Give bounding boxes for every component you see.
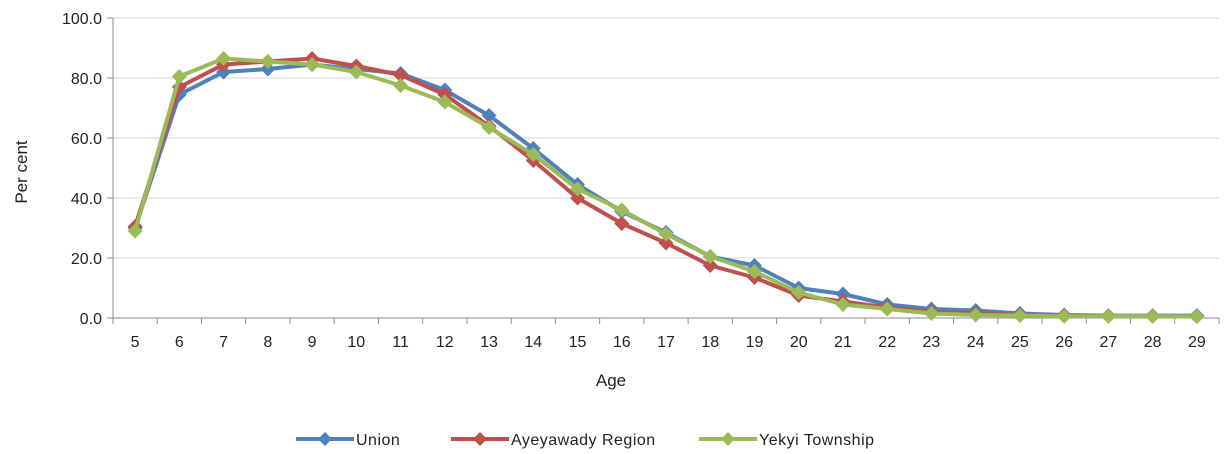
data-point <box>614 202 630 218</box>
legend-marker <box>318 432 332 446</box>
data-point <box>923 306 939 321</box>
y-tick-label: 0.0 <box>80 311 102 328</box>
x-tick-label: 15 <box>569 334 587 351</box>
legend-item: Yekyi Township <box>699 432 875 449</box>
x-tick-label: 12 <box>436 334 454 351</box>
data-point <box>437 94 453 110</box>
series-ayeyawady-region <box>127 51 1205 324</box>
x-tick-label: 21 <box>834 334 852 351</box>
legend-marker <box>473 432 487 446</box>
data-point <box>968 307 984 323</box>
data-point <box>1056 308 1072 324</box>
y-tick-labels: 0.0 20.0 40.0 60.0 80.0 100.0 <box>62 11 102 328</box>
data-point <box>525 147 541 162</box>
data-point <box>879 301 895 317</box>
x-tick-label: 28 <box>1144 334 1162 351</box>
data-point <box>393 78 409 93</box>
y-axis-title: Per cent <box>12 140 31 204</box>
x-tick-label: 17 <box>657 334 675 351</box>
x-tick-label: 5 <box>131 334 140 351</box>
data-point <box>304 57 320 72</box>
x-tick-label: 24 <box>967 334 985 351</box>
legend: Union Ayeyawady Region Yekyi Township <box>296 432 875 449</box>
data-point <box>481 120 497 135</box>
data-point <box>791 285 807 300</box>
y-tick-label: 40.0 <box>71 191 102 208</box>
data-point <box>216 51 232 66</box>
data-point <box>702 258 718 273</box>
legend-item: Ayeyawady Region <box>451 432 656 449</box>
data-point <box>1100 308 1116 324</box>
data-point <box>127 223 143 239</box>
x-tick-label: 22 <box>878 334 896 351</box>
data-point <box>393 67 409 83</box>
data-point <box>1145 308 1161 324</box>
series-line <box>133 56 1199 319</box>
x-tick-label: 7 <box>219 334 228 351</box>
data-point <box>1189 309 1205 324</box>
series-union <box>127 57 1205 324</box>
x-tick-label: 13 <box>480 334 498 351</box>
legend-marker <box>721 432 735 446</box>
gridlines <box>113 17 1219 259</box>
x-tick-label: 20 <box>790 334 808 351</box>
data-point <box>658 226 674 242</box>
series-line <box>133 56 1199 319</box>
x-tick-label: 19 <box>746 334 764 351</box>
x-tick-label: 26 <box>1055 334 1073 351</box>
series-lines <box>127 51 1205 324</box>
x-tick-label: 14 <box>524 334 542 351</box>
x-tick-label: 23 <box>923 334 941 351</box>
y-tick-label: 60.0 <box>71 131 102 148</box>
data-point <box>171 69 187 84</box>
y-tick-label: 100.0 <box>62 11 102 28</box>
x-axis-title: Age <box>596 371 626 390</box>
legend-label: Yekyi Township <box>759 432 875 449</box>
series-line <box>133 62 1199 318</box>
data-point <box>481 108 497 123</box>
x-tick-label: 8 <box>263 334 272 351</box>
legend-item: Union <box>296 432 400 449</box>
data-point <box>658 235 674 251</box>
x-tick-label: 10 <box>347 334 365 351</box>
data-point <box>570 190 586 206</box>
data-point <box>348 64 364 80</box>
x-tick-label: 6 <box>175 334 184 351</box>
y-tick-label: 20.0 <box>71 251 102 268</box>
data-point <box>614 216 630 231</box>
legend-label: Ayeyawady Region <box>511 432 656 449</box>
data-point <box>702 249 718 264</box>
data-point <box>570 181 586 197</box>
x-tick-label: 25 <box>1011 334 1029 351</box>
data-point <box>835 297 851 312</box>
data-point <box>260 54 276 69</box>
x-tick-label: 9 <box>308 334 317 351</box>
x-tick-label: 11 <box>392 334 409 351</box>
data-point <box>746 264 762 279</box>
data-point <box>1012 308 1028 324</box>
series-yekyi-township <box>127 51 1205 324</box>
x-tick-label: 18 <box>701 334 719 351</box>
legend-label: Union <box>356 432 400 449</box>
x-tick-labels: 5 6 7 8 9 10 11 12 13 14 15 16 17 18 19 20 21 22 23 24 25 26 2… <box>131 334 1206 351</box>
x-tick-label: 27 <box>1100 334 1118 351</box>
x-tick-label: 16 <box>613 334 631 351</box>
axes <box>107 17 1220 324</box>
y-tick-label: 80.0 <box>71 71 102 88</box>
x-tick-label: 29 <box>1188 334 1206 351</box>
